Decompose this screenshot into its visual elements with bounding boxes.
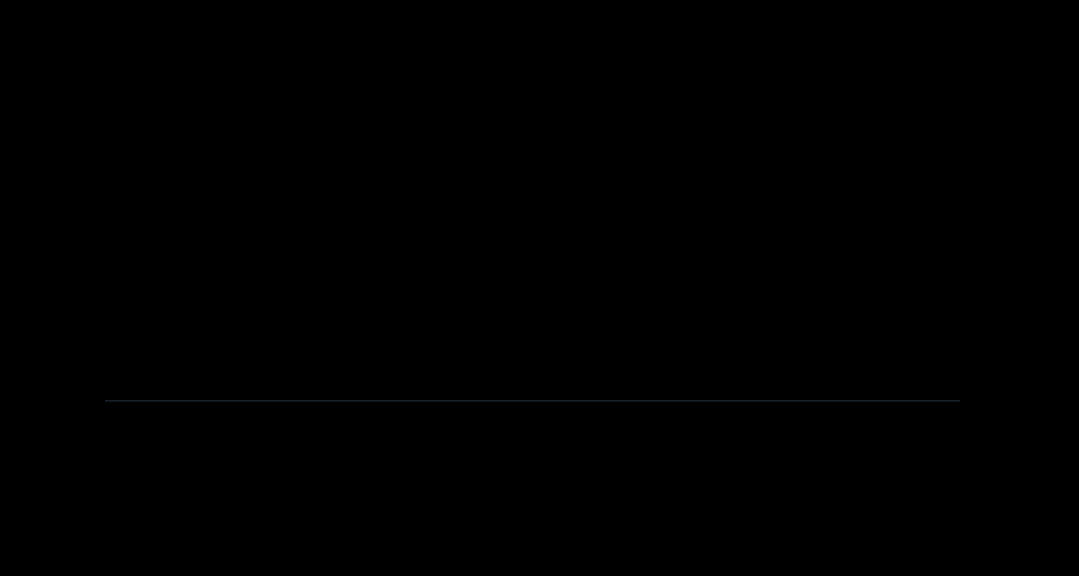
gapminder-bubble-chart — [0, 0, 1079, 576]
